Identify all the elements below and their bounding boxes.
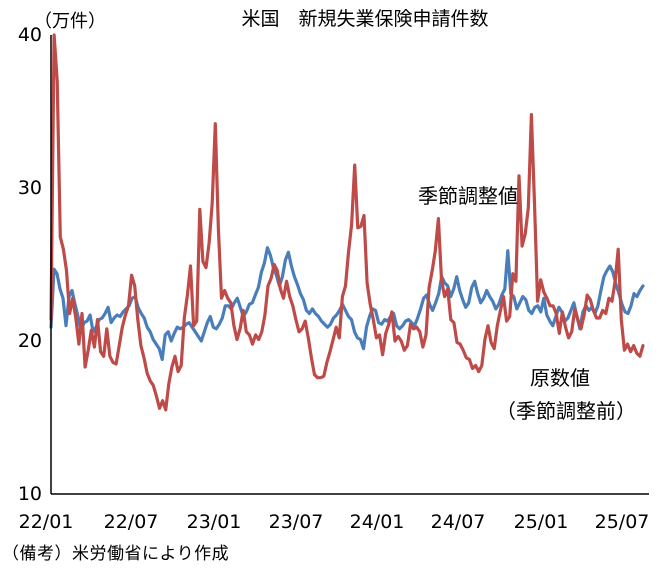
series-labels: 季節調整値 原数値 （季節調整前） — [418, 184, 636, 423]
x-tick-label: 24/01 — [350, 511, 405, 533]
series-label-raw: 原数値 — [530, 366, 590, 390]
y-tick-label: 30 — [18, 177, 42, 199]
x-tick-label: 25/01 — [514, 511, 569, 533]
claims-line-chart: 米国 新規失業保険申請件数 （万件） 10 20 30 40 22/01 22/07 23… — [18, 8, 650, 533]
x-tick-label: 24/07 — [431, 511, 486, 533]
y-axis-tick-labels: 10 20 30 40 — [18, 24, 42, 505]
series-line-seasonally-adjusted — [49, 246, 645, 361]
y-tick-label: 40 — [18, 24, 42, 46]
x-axis-tick-labels: 22/01 22/07 23/01 23/07 24/01 24/07 25/01 25/07 — [19, 511, 650, 533]
series-label-seasonally-adjusted: 季節調整値 — [418, 184, 518, 208]
y-axis-unit-label: （万件） — [34, 11, 106, 32]
chart-title: 米国 新規失業保険申請件数 — [241, 8, 488, 30]
x-tick-label: 23/01 — [187, 511, 242, 533]
x-tick-label: 22/01 — [19, 511, 74, 533]
series-line-raw — [49, 33, 645, 412]
series-layer — [49, 33, 645, 412]
y-tick-label: 10 — [18, 483, 42, 505]
footnote: （備考）米労働省により作成 — [2, 544, 230, 564]
x-tick-label: 22/07 — [104, 511, 159, 533]
x-tick-label: 25/07 — [595, 511, 650, 533]
series-label-raw-sub: （季節調整前） — [496, 399, 636, 423]
y-tick-label: 20 — [18, 330, 42, 352]
x-tick-label: 23/07 — [269, 511, 324, 533]
